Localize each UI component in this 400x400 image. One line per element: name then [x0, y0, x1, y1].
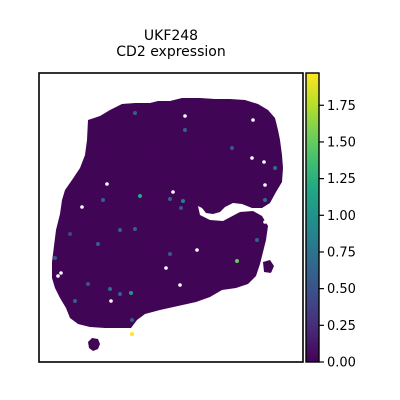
tissue-gap [59, 271, 63, 275]
axes-frame [38, 72, 304, 363]
tissue-gap [56, 274, 60, 278]
colorbar: 0.00 0.25 0.50 0.75 1.00 1.25 1.50 1.75 [305, 72, 356, 371]
expression-point [118, 292, 122, 296]
colorbar-gradient [306, 73, 319, 362]
tissue-gap [251, 118, 255, 122]
colorbar-tick-label: 0.50 [327, 282, 356, 297]
tissue-gap [109, 299, 113, 303]
expression-point [53, 256, 57, 260]
expression-point [96, 242, 100, 246]
expression-point [235, 259, 239, 263]
colorbar-ticks: 0.00 0.25 0.50 0.75 1.00 1.25 1.50 1.75 [319, 99, 356, 371]
expression-point [255, 238, 259, 242]
colorbar-tick-label: 1.50 [327, 135, 356, 150]
expression-point [130, 318, 134, 322]
colorbar-tick-label: 1.00 [327, 209, 356, 224]
tissue-region [52, 98, 283, 328]
tissue-gap [164, 266, 168, 270]
tissue-gap [263, 220, 267, 224]
expression-point [138, 194, 142, 198]
plot-area [52, 88, 283, 351]
tissue-gap [183, 114, 187, 118]
tissue-gap [171, 190, 175, 194]
expression-point [130, 332, 134, 336]
chart-title-line2: CD2 expression [116, 44, 225, 60]
expression-point [133, 111, 137, 115]
tissue-gap [105, 182, 109, 186]
colorbar-tick-label: 1.25 [327, 172, 356, 187]
expression-point [183, 128, 187, 132]
tissue-gap [263, 183, 267, 187]
expression-point [86, 282, 90, 286]
tissue-gap [250, 156, 254, 160]
expression-point [68, 232, 72, 236]
gap-layer [56, 88, 274, 303]
colorbar-frame [305, 72, 320, 363]
expression-point [101, 198, 105, 202]
expression-point [263, 198, 267, 202]
expression-point [179, 206, 183, 210]
tissue-gap [195, 248, 199, 252]
tissue-gap [262, 160, 266, 164]
expression-point [118, 228, 122, 232]
tissue-fragment [263, 260, 274, 273]
tissue-gap [80, 205, 84, 209]
colorbar-tick-label: 0.00 [327, 356, 356, 371]
expression-points [53, 111, 277, 336]
chart-title-line1: UKF248 [144, 28, 198, 44]
expression-point [181, 199, 185, 203]
tissue-gap [198, 88, 202, 92]
expression-point [273, 166, 277, 170]
tissue-gap [178, 283, 182, 287]
tissue-gap [260, 270, 264, 274]
expression-point [168, 197, 172, 201]
colorbar-tick-label: 0.25 [327, 319, 356, 334]
tissue-gap [270, 272, 274, 276]
colorbar-tick-label: 1.75 [327, 99, 356, 114]
expression-point [129, 291, 133, 295]
expression-point [230, 146, 234, 150]
tissue-fragment [88, 338, 100, 351]
expression-point [108, 287, 112, 291]
tissue-gap [208, 89, 212, 93]
expression-point [168, 252, 172, 256]
expression-point [73, 299, 77, 303]
expression-point [133, 227, 137, 231]
colorbar-tick-label: 0.75 [327, 245, 356, 260]
